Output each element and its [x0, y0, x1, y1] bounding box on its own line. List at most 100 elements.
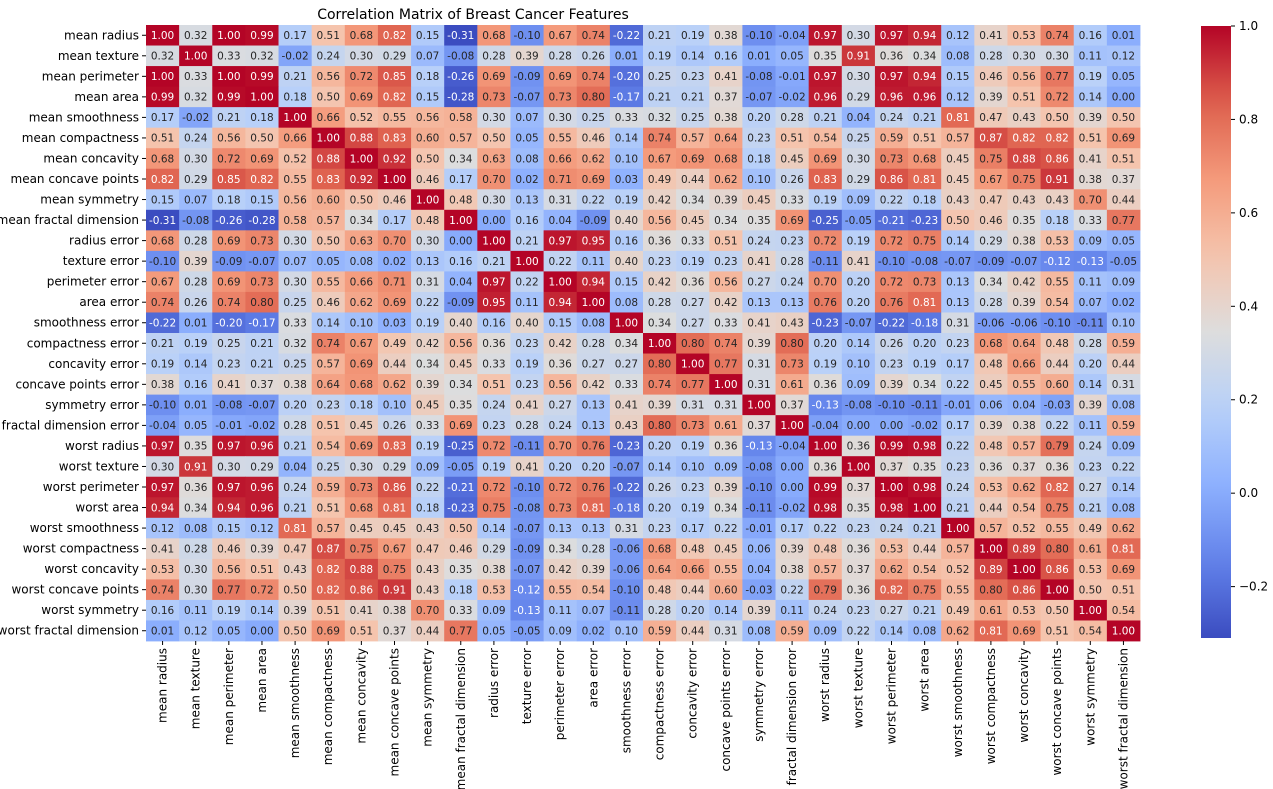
heatmap-cell [908, 66, 942, 87]
cell-value-label: 0.08 [184, 523, 207, 535]
heatmap-cell [444, 45, 478, 67]
column-label: texture error [520, 648, 534, 724]
heatmap-cell [543, 209, 578, 231]
heatmap-cell [941, 66, 975, 87]
cell-value-label: 0.19 [681, 441, 704, 453]
cell-value-label: 0.54 [1012, 502, 1036, 514]
cell-value-label: 0.03 [615, 174, 638, 186]
cell-value-label: 0.43 [946, 194, 969, 206]
cell-value-label: 0.46 [449, 543, 473, 555]
heatmap-cell [477, 25, 511, 46]
cell-value-label: 0.36 [847, 441, 871, 453]
cell-value-label: 0.69 [1112, 564, 1135, 576]
heatmap-cell [874, 189, 909, 211]
cell-value-label: 0.11 [1079, 420, 1102, 432]
cell-value-label: 0.42 [548, 564, 571, 576]
cell-value-label: 0.33 [681, 235, 704, 247]
cell-value-label: 0.30 [548, 112, 571, 124]
cell-value-label: -0.09 [580, 215, 607, 227]
heatmap-cell [146, 209, 180, 231]
cell-value-label: 0.77 [681, 379, 704, 391]
cell-value-label: 0.73 [780, 359, 803, 371]
cell-value-label: 0.00 [780, 482, 803, 494]
cell-value-label: 0.44 [383, 359, 407, 371]
colorbar-tick-label: 1.0 [1239, 19, 1258, 33]
cell-value-label: 0.30 [350, 51, 373, 63]
cell-value-label: 0.55 [1045, 276, 1068, 288]
row-label: texture error [63, 254, 139, 268]
heatmap-cell [477, 86, 511, 108]
heatmap-cell [179, 168, 213, 190]
cell-value-label: 0.22 [946, 379, 969, 391]
cell-value-label: -0.12 [513, 584, 540, 596]
cell-value-label: 0.17 [946, 359, 969, 371]
heatmap-cell [643, 189, 677, 211]
heatmap-cell [1007, 25, 1041, 46]
cell-value-label: 0.40 [615, 215, 638, 227]
cell-value-label: 0.37 [847, 564, 870, 576]
cell-value-label: 1.00 [151, 30, 174, 42]
cell-value-label: 0.44 [1112, 359, 1136, 371]
cell-value-label: 0.86 [1045, 564, 1069, 576]
heatmap-cell [874, 86, 909, 108]
cell-value-label: 0.45 [681, 215, 704, 227]
cell-value-label: 0.75 [350, 543, 373, 555]
cell-value-label: 0.86 [1045, 153, 1069, 165]
cell-value-label: 0.94 [151, 502, 175, 514]
cell-value-label: 0.30 [151, 461, 174, 473]
cell-value-label: 0.45 [714, 543, 737, 555]
row-label: mean radius [64, 28, 139, 42]
row-label: perimeter error [47, 275, 139, 289]
cell-value-label: 0.54 [317, 441, 341, 453]
cell-value-label: 0.14 [714, 605, 738, 617]
cell-value-label: 0.23 [681, 71, 704, 83]
heatmap-cell [676, 168, 710, 190]
heatmap-cell [941, 25, 975, 46]
cell-value-label: 0.46 [979, 71, 1003, 83]
cell-value-label: 0.11 [548, 605, 571, 617]
cell-value-label: 0.00 [482, 215, 505, 227]
heatmap-cell [444, 66, 478, 87]
heatmap-cell [344, 66, 379, 87]
cell-value-label: -0.22 [613, 30, 640, 42]
cell-value-label: 0.17 [449, 174, 472, 186]
cell-value-label: 0.02 [582, 626, 605, 638]
cell-value-label: 0.70 [814, 276, 837, 288]
cell-value-label: 0.21 [250, 359, 273, 371]
heatmap-cell [1007, 66, 1041, 87]
cell-value-label: 0.69 [582, 174, 605, 186]
cell-value-label: 0.50 [1045, 112, 1068, 124]
cell-value-label: 0.51 [250, 564, 273, 576]
cell-value-label: 0.28 [648, 605, 671, 617]
cell-value-label: -0.22 [149, 318, 176, 330]
cell-value-label: 0.64 [648, 564, 672, 576]
cell-value-label: 0.19 [913, 359, 936, 371]
cell-value-label: 0.36 [847, 584, 871, 596]
cell-value-label: 0.57 [317, 215, 340, 227]
cell-value-label: 0.34 [184, 502, 208, 514]
cell-value-label: 0.74 [151, 297, 175, 309]
cell-value-label: 0.22 [847, 626, 870, 638]
heatmap-cell [510, 209, 544, 231]
row-label: area error [79, 295, 139, 309]
cell-value-label: 0.45 [946, 174, 969, 186]
cell-value-label: 0.77 [1045, 71, 1068, 83]
heatmap-cell [344, 209, 379, 231]
column-label: mean smoothness [288, 648, 302, 758]
heatmap-cell [908, 189, 942, 211]
column-label: worst symmetry [1083, 648, 1097, 746]
row-label: worst fractal dimension [0, 624, 139, 638]
cell-value-label: 0.08 [1112, 400, 1135, 412]
cell-value-label: 0.23 [847, 605, 870, 617]
cell-value-label: 0.94 [582, 276, 606, 288]
cell-value-label: 1.00 [946, 523, 969, 535]
heatmap-cell [643, 107, 677, 129]
row-label: worst concavity [44, 562, 139, 576]
cell-value-label: 0.20 [913, 338, 936, 350]
cell-value-label: 0.19 [416, 318, 439, 330]
cell-value-label: 0.25 [317, 461, 340, 473]
cell-value-label: 0.30 [283, 276, 306, 288]
heatmap-cell [742, 107, 776, 129]
cell-value-label: -0.02 [248, 420, 275, 432]
heatmap-cell [510, 230, 544, 252]
